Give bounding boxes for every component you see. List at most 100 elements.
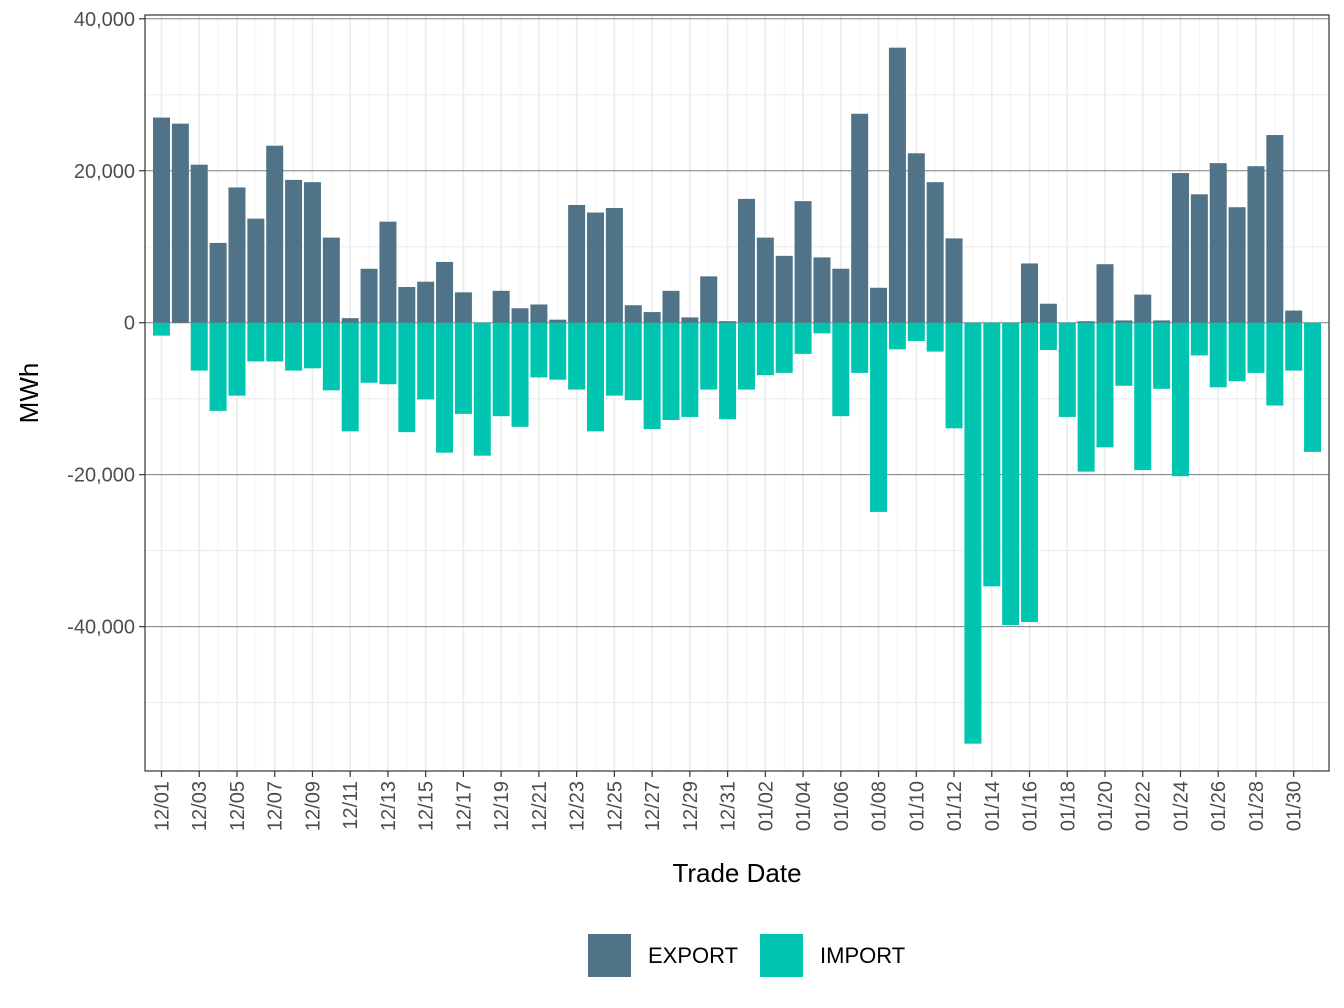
bar-import-12-13: [379, 322, 397, 385]
bar-import-12-09: [303, 322, 321, 369]
bar-export-12-06: [247, 218, 265, 323]
bar-import-01-21: [1115, 322, 1133, 386]
bar-import-01-20: [1096, 322, 1114, 448]
bar-import-01-30: [1285, 322, 1303, 371]
bar-import-01-16: [1021, 322, 1039, 623]
bar-import-12-17: [454, 322, 472, 414]
y-tick-label: -20,000: [67, 465, 135, 487]
bar-export-01-05: [813, 257, 831, 323]
panel-border: [144, 14, 1330, 772]
x-tick-label: 01/12: [944, 781, 966, 831]
bar-import-01-17: [1039, 322, 1057, 351]
x-tick-label: 01/08: [869, 781, 891, 831]
bar-export-01-04: [794, 201, 812, 323]
bar-export-01-24: [1171, 173, 1189, 323]
x-tick-label: 01/06: [831, 781, 853, 831]
x-tick-label: 12/15: [416, 781, 438, 831]
bar-import-12-22: [549, 322, 567, 380]
y-tick-label: 20,000: [74, 161, 135, 183]
bar-export-12-08: [285, 179, 303, 323]
bar-export-01-16: [1021, 263, 1039, 323]
bar-export-01-17: [1039, 303, 1057, 323]
x-tick-label: 01/16: [1020, 781, 1042, 831]
bar-export-01-19: [1077, 321, 1095, 323]
bar-import-12-01: [153, 322, 170, 336]
bar-export-12-17: [454, 292, 472, 323]
bar-export-12-02: [171, 123, 189, 323]
bar-import-12-30: [700, 322, 718, 390]
bar-import-12-14: [398, 322, 416, 433]
legend-key-export: [588, 934, 631, 977]
x-tick-label: 12/17: [453, 781, 475, 831]
bar-import-12-18: [473, 322, 491, 456]
bar-export-12-31: [719, 321, 737, 323]
x-tick-label: 12/03: [189, 781, 211, 831]
bar-import-01-25: [1190, 322, 1208, 356]
bar-export-01-21: [1115, 320, 1133, 323]
bar-export-12-10: [322, 237, 340, 323]
x-tick-label: 12/07: [265, 781, 287, 831]
bar-export-12-12: [360, 268, 378, 323]
bar-import-12-15: [417, 322, 435, 400]
bar-export-12-07: [266, 145, 284, 323]
bar-export-01-08: [870, 287, 888, 323]
bar-export-12-23: [568, 204, 586, 323]
x-tick-label: 12/31: [718, 781, 740, 831]
bar-import-01-28: [1247, 322, 1265, 373]
x-tick-label: 12/05: [227, 781, 249, 831]
bar-import-12-11: [341, 322, 359, 432]
x-tick-label: 01/22: [1133, 781, 1155, 831]
bar-import-01-01: [737, 322, 755, 390]
bar-import-01-31: [1304, 322, 1322, 452]
x-tick-label: 01/10: [906, 781, 928, 831]
x-tick-label: 01/28: [1246, 781, 1268, 831]
bar-import-01-19: [1077, 322, 1095, 472]
legend-label-export: EXPORT: [648, 943, 738, 968]
bar-export-12-28: [662, 290, 680, 323]
bar-export-01-12: [945, 238, 963, 323]
x-tick-label: 12/01: [152, 781, 174, 831]
bar-import-01-14: [983, 322, 1001, 587]
bar-import-01-07: [851, 322, 869, 373]
x-tick-label: 01/26: [1208, 781, 1230, 831]
x-tick-label: 01/04: [793, 781, 815, 831]
bar-import-12-16: [436, 322, 454, 453]
bar-import-12-03: [190, 322, 208, 371]
x-axis: 12/01 12/03 12/05 12/07 12/09 12/11 12/13 12/15…: [152, 771, 1306, 831]
x-tick-label: 12/09: [302, 781, 324, 831]
x-tick-label: 12/25: [604, 781, 626, 831]
bar-export-12-01: [153, 117, 170, 323]
bar-export-12-24: [587, 212, 605, 323]
bar-import-01-04: [794, 322, 812, 354]
bar-export-01-09: [888, 47, 906, 323]
bar-export-01-20: [1096, 264, 1114, 323]
x-tick-label: 12/29: [680, 781, 702, 831]
x-tick-label: 12/19: [491, 781, 513, 831]
bar-export-01-30: [1285, 310, 1303, 323]
bar-import-01-13: [964, 322, 982, 744]
bar-import-12-08: [285, 322, 303, 371]
bar-export-01-25: [1190, 194, 1208, 323]
bar-import-12-31: [719, 322, 737, 420]
bar-export-01-27: [1228, 207, 1246, 323]
bar-export-12-16: [436, 261, 454, 323]
bar-import-01-27: [1228, 322, 1246, 382]
bar-import-01-08: [870, 322, 888, 512]
bar-import-12-12: [360, 322, 378, 383]
y-axis-title: MWh: [14, 363, 44, 424]
x-tick-label: 12/21: [529, 781, 551, 831]
bar-layer: [153, 47, 1322, 744]
bar-export-12-22: [549, 319, 567, 323]
bar-import-12-24: [587, 322, 605, 432]
bar-import-12-04: [209, 322, 227, 411]
x-axis-title: Trade Date: [672, 858, 801, 888]
y-tick-label: -40,000: [67, 617, 135, 639]
bar-export-01-11: [926, 182, 944, 323]
x-tick-label: 12/23: [567, 781, 589, 831]
bar-import-12-23: [568, 322, 586, 390]
bar-import-12-06: [247, 322, 265, 362]
x-tick-label: 01/18: [1057, 781, 1079, 831]
bar-import-12-07: [266, 322, 284, 362]
x-tick-label: 01/14: [982, 781, 1004, 831]
bar-import-12-27: [643, 322, 661, 430]
